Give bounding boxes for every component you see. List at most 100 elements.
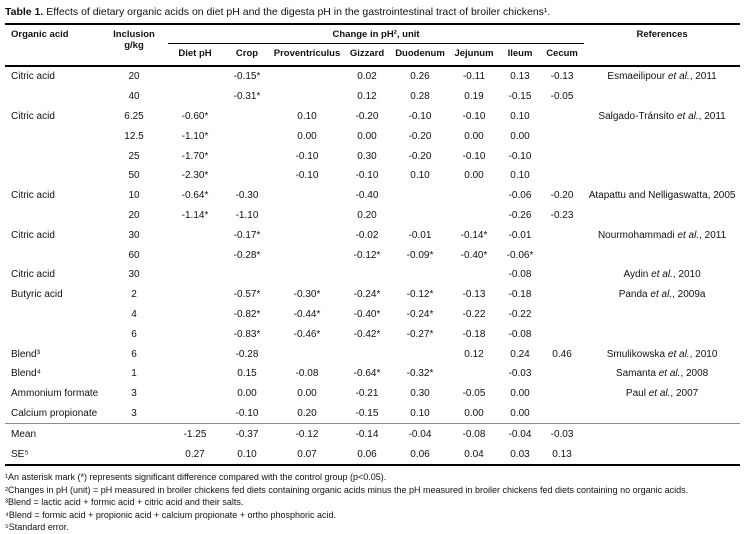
value-cell (540, 364, 584, 384)
value-cell (540, 265, 584, 285)
reference-cell (584, 305, 740, 325)
value-cell (540, 225, 584, 245)
value-cell: -0.21 (355, 388, 379, 400)
value-cell: -0.10 (235, 407, 259, 419)
value-cell (272, 225, 342, 245)
value-cell (540, 245, 584, 265)
table-row: Blend³ 6 -0.28 0.12 0.24 0.46 Smulikowska et a… (5, 344, 740, 364)
inclusion-cell: 50 (128, 170, 140, 182)
value-cell: -0.15 (355, 407, 379, 419)
value-cell: 0.24 (510, 348, 530, 360)
inclusion-cell: 10 (128, 190, 140, 202)
value-cell: -0.08 (508, 269, 532, 281)
value-cell: -0.10 (295, 150, 319, 162)
value-cell: -0.02 (355, 229, 379, 241)
value-cell (540, 404, 584, 424)
table-row: Citric acid 6.25 -0.60* 0.10 -0.20 -0.10 -0.10… (5, 107, 740, 127)
inclusion-cell: 12.5 (124, 130, 144, 142)
subcolumn-header: Crop (222, 43, 272, 67)
value-cell (222, 166, 272, 186)
value-cell: 0.27 (185, 448, 205, 460)
value-cell: -0.15* (233, 71, 261, 83)
value-cell: 0.00 (464, 170, 484, 182)
value-cell: 0.06 (410, 448, 430, 460)
value-cell (272, 66, 342, 87)
organic-acid-cell (5, 324, 100, 344)
value-cell: -0.18 (462, 328, 486, 340)
value-cell: -0.11 (462, 71, 486, 83)
inclusion-cell: 1 (131, 368, 137, 380)
inclusion-cell: 3 (131, 388, 137, 400)
value-cell: -0.05 (462, 388, 486, 400)
col-header-inclusion-line1: Inclusion (113, 29, 155, 40)
value-cell: 0.10 (510, 170, 530, 182)
organic-acid-cell (5, 126, 100, 146)
organic-acid-cell (5, 87, 100, 107)
table-row: Blend⁴ 1 0.15 -0.08 -0.64* -0.32* -0.03 Samanta… (5, 364, 740, 384)
value-cell: -0.04 (392, 423, 448, 445)
reference-cell (584, 404, 740, 424)
value-cell (168, 245, 222, 265)
value-cell: -0.10 (508, 150, 532, 162)
value-cell: 0.15 (237, 368, 257, 380)
value-cell: 0.12 (464, 348, 484, 360)
value-cell: 0.13 (510, 71, 530, 83)
value-cell: -0.06 (508, 190, 532, 202)
value-cell: 0.00 (237, 388, 257, 400)
value-cell: 0.00 (510, 130, 530, 142)
footnote-line: ²Changes in pH (unit) = pH measured in b… (5, 484, 689, 495)
organic-acid-cell: SE⁵ (11, 448, 29, 460)
col-header-references: References (584, 24, 741, 67)
organic-acid-cell (5, 206, 100, 226)
reference-cell (584, 87, 740, 107)
value-cell: -0.10 (462, 110, 486, 122)
value-cell: -0.40* (353, 308, 381, 320)
table-row: SE⁵ 0.27 0.10 0.07 0.06 0.06 0.04 0.03 0.13 (5, 444, 740, 465)
value-cell: -0.05 (550, 91, 574, 103)
table-row: 25 -1.70* -0.10 0.30 -0.20 -0.10 -0.10 (5, 146, 740, 166)
value-cell: -0.12* (353, 249, 381, 261)
value-cell: -0.46* (293, 328, 321, 340)
value-cell: -0.30* (293, 289, 321, 301)
reference-cell: Esmaeilipour et al., 2011 (607, 71, 717, 83)
value-cell: 0.02 (357, 71, 377, 83)
value-cell: -0.22 (462, 308, 486, 320)
organic-acid-cell: Ammonium formate (11, 388, 99, 400)
value-cell: -0.04 (500, 423, 540, 445)
value-cell: 0.00 (464, 407, 484, 419)
value-cell: 0.00 (510, 388, 530, 400)
reference-cell (584, 146, 740, 166)
inclusion-cell: 4 (131, 308, 137, 320)
inclusion-cell: 30 (128, 269, 140, 281)
value-cell: 0.10 (510, 110, 530, 122)
value-cell: 0.00 (357, 130, 377, 142)
value-cell: 0.12 (357, 91, 377, 103)
table-row: Citric acid 10 -0.64* -0.30 -0.40 -0.06 -0.20 A… (5, 186, 740, 206)
value-cell (222, 146, 272, 166)
inclusion-cell: 2 (131, 289, 137, 301)
reference-cell: Samanta et al., 2008 (615, 368, 709, 380)
value-cell: -1.10* (181, 130, 209, 142)
table-row: 6 -0.83* -0.46* -0.42* -0.27* -0.18 -0.08 (5, 324, 740, 344)
reference-cell (584, 245, 740, 265)
organic-acid-cell: Calcium propionate (11, 407, 98, 419)
value-cell: 0.19 (464, 91, 484, 103)
reference-cell: Nourmohammadi et al., 2011 (597, 229, 727, 241)
footnote-line: ³Blend = lactic acid + formic acid + cit… (5, 497, 244, 508)
value-cell: -0.08 (295, 368, 319, 380)
value-cell (168, 87, 222, 107)
value-cell (392, 344, 448, 364)
value-cell: -0.03 (508, 368, 532, 380)
value-cell: -0.15 (508, 91, 532, 103)
table-row: Ammonium formate 3 0.00 0.00 -0.21 0.30 -0.05 0… (5, 384, 740, 404)
table-row: 50 -2.30* -0.10 -0.10 0.10 0.00 0.10 (5, 166, 740, 186)
organic-acid-cell: Blend⁴ (11, 368, 41, 380)
value-cell (540, 285, 584, 305)
value-cell: 0.07 (297, 448, 317, 460)
value-cell: -0.64* (181, 190, 209, 202)
value-cell: 0.30 (410, 388, 430, 400)
value-cell (168, 66, 222, 87)
organic-acid-cell: Blend³ (11, 348, 40, 360)
value-cell: 0.03 (510, 448, 530, 460)
value-cell (540, 107, 584, 127)
